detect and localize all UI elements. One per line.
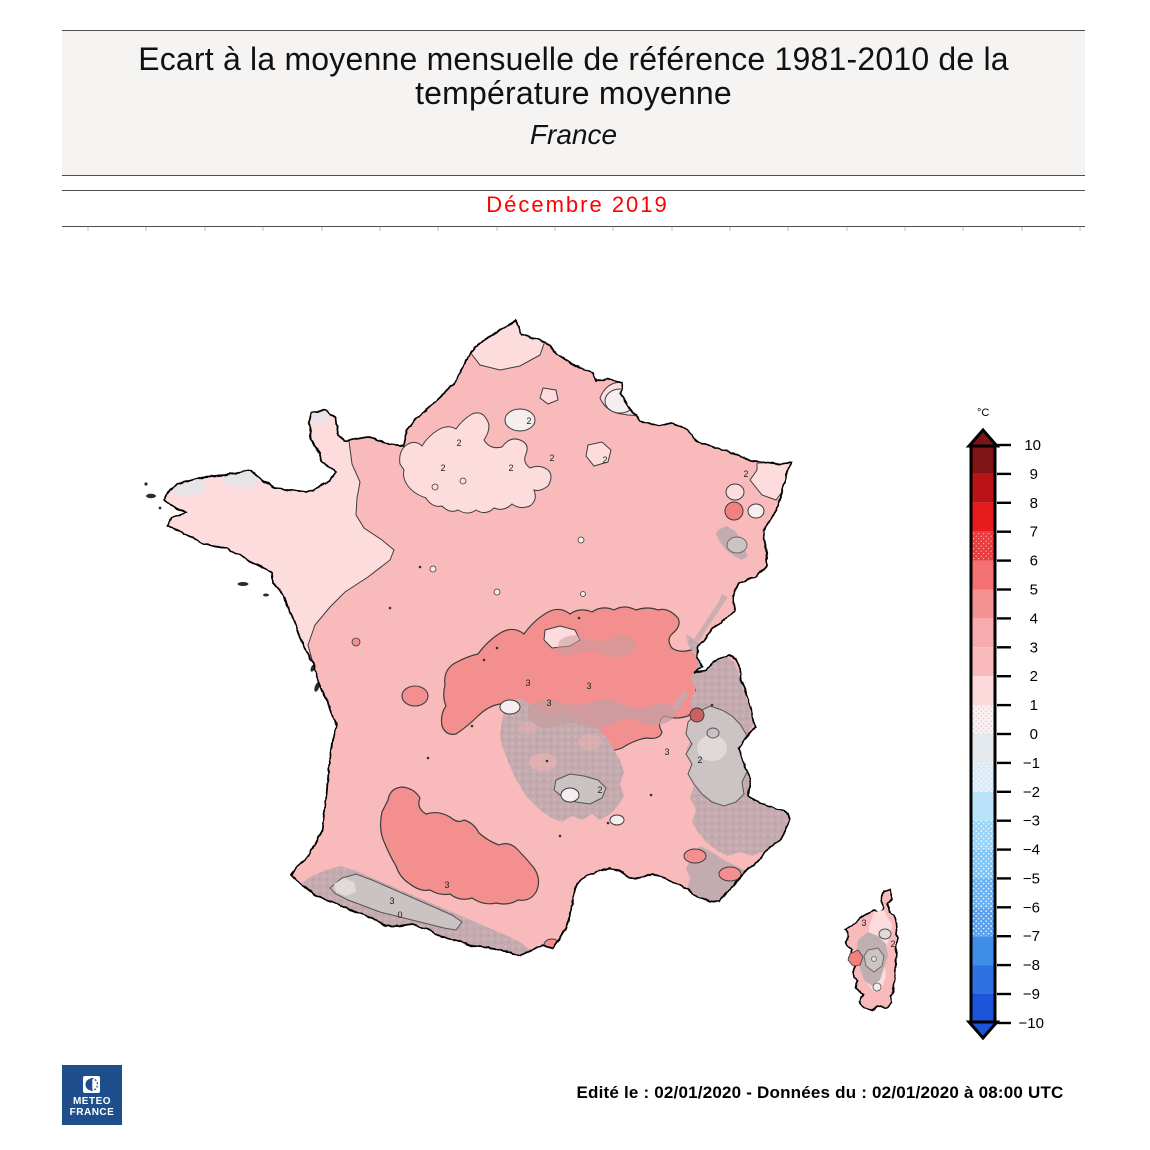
svg-text:°C: °C <box>977 407 989 419</box>
svg-text:2: 2 <box>440 463 445 473</box>
svg-text:7: 7 <box>1030 524 1038 541</box>
svg-text:2: 2 <box>597 785 602 795</box>
svg-text:−1: −1 <box>1023 755 1040 772</box>
svg-text:−2: −2 <box>1023 784 1040 801</box>
svg-text:6: 6 <box>1030 553 1038 570</box>
svg-text:10: 10 <box>1024 437 1041 454</box>
svg-text:2: 2 <box>1030 668 1038 685</box>
svg-text:3: 3 <box>664 747 669 757</box>
svg-text:−4: −4 <box>1023 842 1040 859</box>
svg-text:4: 4 <box>1030 610 1038 627</box>
svg-text:9: 9 <box>1030 466 1038 483</box>
svg-text:2: 2 <box>743 469 748 479</box>
svg-text:2: 2 <box>697 755 702 765</box>
svg-text:−3: −3 <box>1023 813 1040 830</box>
svg-text:8: 8 <box>1030 495 1038 512</box>
svg-text:0: 0 <box>397 910 402 920</box>
svg-text:2: 2 <box>526 416 531 426</box>
svg-text:3: 3 <box>444 880 449 890</box>
svg-text:2: 2 <box>602 455 607 465</box>
svg-text:3: 3 <box>1030 639 1038 656</box>
svg-text:3: 3 <box>389 896 394 906</box>
svg-text:−9: −9 <box>1023 986 1040 1003</box>
svg-text:2: 2 <box>890 939 895 949</box>
svg-text:1: 1 <box>1030 697 1038 714</box>
svg-text:3: 3 <box>525 678 530 688</box>
svg-text:0: 0 <box>1030 726 1038 743</box>
svg-text:−5: −5 <box>1023 870 1040 887</box>
svg-text:−8: −8 <box>1023 957 1040 974</box>
svg-text:−7: −7 <box>1023 928 1040 945</box>
svg-text:2: 2 <box>549 453 554 463</box>
svg-text:3: 3 <box>861 918 866 928</box>
svg-text:2: 2 <box>456 438 461 448</box>
svg-text:3: 3 <box>546 698 551 708</box>
svg-text:−6: −6 <box>1023 899 1040 916</box>
svg-text:−10: −10 <box>1019 1015 1044 1032</box>
svg-text:3: 3 <box>586 681 591 691</box>
svg-text:2: 2 <box>508 463 513 473</box>
svg-text:5: 5 <box>1030 582 1038 599</box>
